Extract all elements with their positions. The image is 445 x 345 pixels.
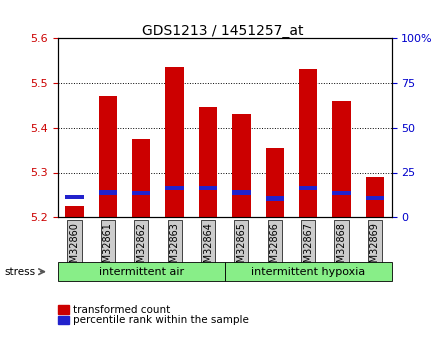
Bar — [99, 96, 117, 217]
Bar — [132, 139, 150, 217]
Text: GDS1213 / 1451257_at: GDS1213 / 1451257_at — [142, 24, 303, 38]
Bar — [232, 190, 251, 195]
Bar — [299, 69, 317, 217]
Bar — [332, 191, 351, 195]
Bar — [65, 206, 84, 217]
Bar — [332, 101, 351, 217]
Text: intermittent hypoxia: intermittent hypoxia — [251, 267, 365, 277]
Bar — [65, 195, 84, 199]
Text: percentile rank within the sample: percentile rank within the sample — [73, 315, 248, 325]
Text: transformed count: transformed count — [73, 305, 170, 315]
Bar — [366, 196, 384, 200]
Bar — [266, 196, 284, 201]
Bar — [166, 67, 184, 217]
Bar — [132, 191, 150, 195]
Bar — [299, 186, 317, 190]
Bar — [99, 190, 117, 195]
Bar — [266, 148, 284, 217]
Bar — [199, 186, 217, 190]
Text: intermittent air: intermittent air — [99, 267, 184, 277]
Text: stress: stress — [4, 267, 36, 277]
Bar — [166, 186, 184, 190]
Bar — [232, 114, 251, 217]
Bar — [366, 177, 384, 217]
Bar — [199, 108, 217, 217]
